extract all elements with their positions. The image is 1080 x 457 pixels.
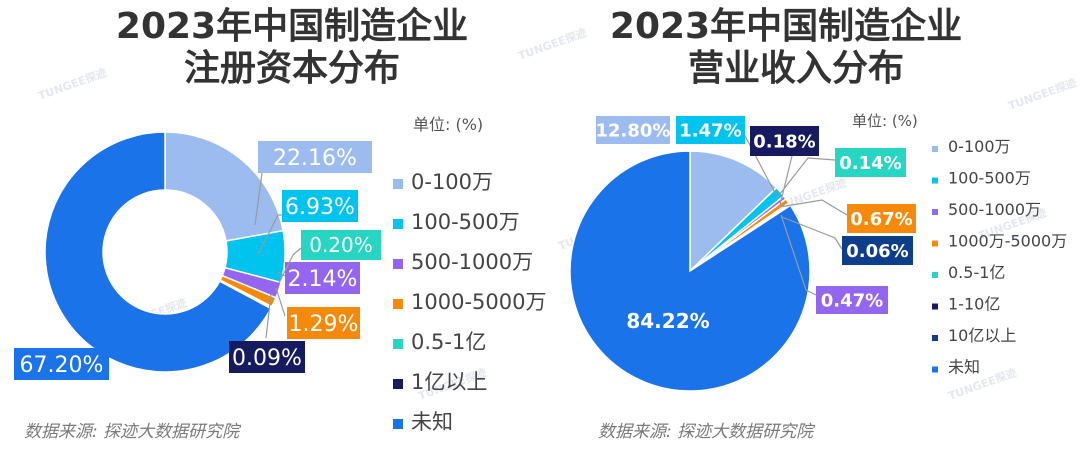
watermark-0: TUNGEE探迹 xyxy=(36,65,108,103)
right-label-box-1 xyxy=(676,116,745,144)
right-pie-chart: 12.80% 1.47% 0.47% 0.67% 0.14% 0.18% 0.06% 84.2… xyxy=(569,116,916,392)
right-data-label-2: 0.47% xyxy=(821,290,883,311)
right-legend-label-7: 未知 xyxy=(948,358,980,377)
right-unit-label: 单位: (%) xyxy=(852,112,918,130)
left-legend: 0-100万 100-500万 500-1000万 1000-5000万 0.5-1亿 1… xyxy=(393,170,546,434)
right-data-label-4: 0.14% xyxy=(839,153,901,174)
left-label-box-0 xyxy=(258,141,372,173)
right-label-box-3 xyxy=(847,204,916,233)
left-data-label-0: 22.16% xyxy=(273,146,357,171)
right-chart-title-line1: 2023年中国制造企业 xyxy=(610,5,962,47)
left-chart-title-line1: 2023年中国制造企业 xyxy=(116,5,468,47)
left-donut-chart: 22.16% 6.93% 2.14% 1.29% 0.20% 0.09% 67.20% xyxy=(14,131,381,380)
left-source-note: 数据来源: 探迹大数据研究院 xyxy=(24,422,242,442)
right-label-box-6 xyxy=(842,236,913,265)
right-legend-swatch-1 xyxy=(932,177,938,184)
right-label-box-7 xyxy=(627,306,709,336)
right-legend-label-4: 0.5-1亿 xyxy=(948,263,1005,282)
right-leader-line-6 xyxy=(781,216,843,250)
right-data-label-1: 1.47% xyxy=(679,120,741,141)
right-legend-label-5: 1-10亿 xyxy=(948,295,1000,314)
right-data-label-6: 0.06% xyxy=(846,241,908,262)
left-legend-label-4: 0.5-1亿 xyxy=(411,330,486,354)
left-data-label-3: 1.29% xyxy=(289,312,359,337)
right-legend-label-2: 500-1000万 xyxy=(948,200,1041,219)
left-leader-line-1 xyxy=(257,214,282,256)
left-legend-swatch-4 xyxy=(393,339,403,349)
left-data-label-4: 0.20% xyxy=(309,233,373,257)
left-label-box-1 xyxy=(282,190,358,222)
right-legend-swatch-6 xyxy=(932,335,938,341)
right-legend-swatch-4 xyxy=(932,272,938,278)
left-data-label-1: 6.93% xyxy=(285,195,355,220)
left-legend-swatch-6 xyxy=(393,419,403,429)
right-chart-title-line2: 营业收入分布 xyxy=(688,48,904,89)
right-legend-label-6: 10亿以上 xyxy=(948,326,1016,345)
left-leader-line-2 xyxy=(277,271,286,277)
left-legend-swatch-3 xyxy=(393,299,403,309)
left-label-box-3 xyxy=(287,307,360,339)
right-leader-line-1 xyxy=(741,129,776,194)
right-leader-line-3 xyxy=(779,199,848,216)
left-legend-swatch-1 xyxy=(393,219,403,229)
left-data-label-6: 67.20% xyxy=(20,353,104,378)
left-legend-swatch-0 xyxy=(393,179,403,189)
left-slice-0 xyxy=(164,131,284,242)
left-legend-label-6: 未知 xyxy=(411,410,453,434)
left-leader-line-4 xyxy=(278,247,302,284)
right-data-label-0: 12.80% xyxy=(596,120,671,141)
right-legend-label-1: 100-500万 xyxy=(948,169,1031,188)
left-legend-label-5: 1亿以上 xyxy=(411,370,487,394)
left-legend-label-3: 1000-5000万 xyxy=(411,290,546,314)
right-data-label-5: 0.18% xyxy=(753,131,815,152)
right-legend-swatch-7 xyxy=(932,366,938,373)
left-leader-line-3 xyxy=(275,287,286,317)
right-legend-swatch-0 xyxy=(932,146,938,152)
left-legend-label-2: 500-1000万 xyxy=(411,250,533,274)
right-leader-line-4 xyxy=(775,157,836,200)
left-label-box-2 xyxy=(285,262,360,294)
left-legend-swatch-2 xyxy=(393,259,403,269)
right-legend-label-0: 0-100万 xyxy=(948,137,1011,156)
left-legend-label-1: 100-500万 xyxy=(411,210,520,234)
left-legend-swatch-5 xyxy=(393,379,403,389)
left-label-box-4 xyxy=(301,230,381,260)
left-label-box-5 xyxy=(229,341,305,373)
right-leader-line-5 xyxy=(779,155,793,206)
right-label-box-2 xyxy=(816,286,888,314)
right-legend-swatch-2 xyxy=(932,209,938,215)
left-data-label-5: 0.09% xyxy=(232,346,302,371)
left-unit-label: 单位: (%) xyxy=(413,115,483,134)
right-data-label-3: 0.67% xyxy=(850,209,912,230)
right-legend: 0-100万 100-500万 500-1000万 1000万-5000万 0.5-1亿… xyxy=(932,137,1067,377)
watermark-3: TUNGEE探迹 xyxy=(516,25,588,63)
left-slice-6 xyxy=(44,131,272,373)
right-legend-label-3: 1000万-5000万 xyxy=(948,232,1067,251)
right-source-note: 数据来源: 探迹大数据研究院 xyxy=(598,422,816,442)
left-leader-line-0 xyxy=(254,172,263,226)
right-legend-swatch-5 xyxy=(932,303,938,310)
left-label-box-6 xyxy=(14,348,109,380)
right-slice-0 xyxy=(689,150,778,273)
left-data-label-2: 2.14% xyxy=(288,267,358,292)
right-label-box-0 xyxy=(596,116,670,144)
left-chart-title-line2: 注册资本分布 xyxy=(184,48,400,89)
right-legend-swatch-3 xyxy=(932,240,938,247)
right-leader-line-2 xyxy=(780,214,817,296)
left-legend-label-0: 0-100万 xyxy=(411,170,493,194)
left-leader-line-5 xyxy=(265,293,272,339)
right-label-box-4 xyxy=(835,148,906,177)
watermark-5: TUNGEE探迹 xyxy=(1006,75,1078,113)
right-data-label-7: 84.22% xyxy=(626,309,709,333)
right-label-box-5 xyxy=(750,126,819,156)
